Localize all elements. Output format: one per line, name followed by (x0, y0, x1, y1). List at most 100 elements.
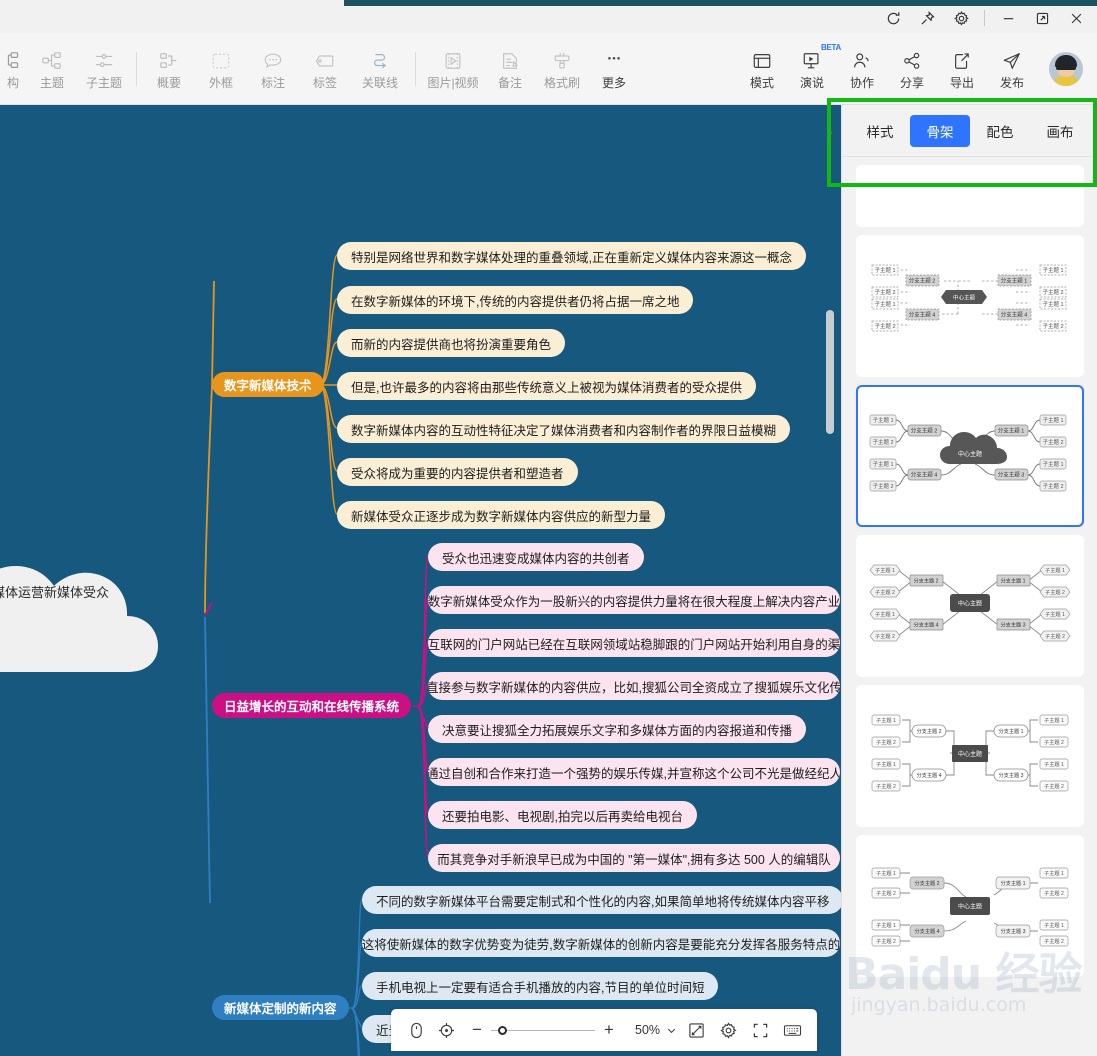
ribbon-item-mode[interactable]: 模式 (737, 33, 787, 105)
svg-text:分支主题 4: 分支主题 4 (914, 927, 939, 935)
branch-node-1[interactable]: 数字新媒体技术 (212, 372, 324, 397)
canvas-scrollbar-track[interactable] (826, 105, 837, 1056)
leaf-node[interactable]: 但是,也许最多的内容将由那些传统意义上被视为媒体消费者的受众提供 (337, 372, 756, 400)
leaf-node[interactable]: 新媒体受众正逐步成为数字新媒体内容供应的新型力量 (337, 501, 666, 529)
mindmap-canvas[interactable]: 新媒体运营新媒体受众 数字新媒体技术 日益增长的互动和在线传播系统 新媒体定制的… (0, 105, 841, 1056)
center-view-button[interactable] (431, 1015, 461, 1045)
ribbon-item-more[interactable]: 更多 (588, 33, 640, 105)
svg-text:子主题 1: 子主题 1 (1044, 869, 1064, 877)
leaf-node[interactable]: 在数字新媒体的环境下,传统的内容提供者仍将占据一席之地 (337, 286, 694, 314)
leaf-node[interactable]: 这将使新媒体的数字优势变为徒劳,数字新媒体的创新内容是要能充分发挥各服务特点的 (362, 929, 840, 957)
leaf-node[interactable]: 还要拍电影、电视剧,拍完以后再卖给电视台 (428, 801, 697, 829)
svg-text:子主题 2: 子主题 2 (875, 588, 895, 596)
canvas-settings-button[interactable] (713, 1015, 743, 1045)
ribbon-item-subtopic[interactable]: 子主题 (78, 33, 130, 105)
tab-style[interactable]: 样式 (866, 124, 894, 140)
restore-button[interactable] (1025, 3, 1059, 33)
ribbon-item-image-video[interactable]: 图片|视频 (422, 33, 484, 105)
skeleton-list[interactable]: 子主题 1 子主题 2 子主题 1 子主题 2 分支主题 2 分支主题 4 中心… (842, 157, 1097, 1056)
ribbon-item-boundary[interactable]: 外框 (195, 33, 247, 105)
leaf-node[interactable]: 受众将成为重要的内容提供者和塑造者 (337, 458, 578, 486)
leaf-node[interactable]: 而其竞争对手新浪早已成为中国的 "第一媒体",拥有多达 500 人的编辑队 (428, 844, 840, 872)
svg-text:分支主题 2: 分支主题 2 (916, 727, 941, 735)
ribbon-item-topic[interactable]: 主题 (26, 33, 78, 105)
ribbon-item-presentation[interactable]: BETA 演说 (787, 33, 841, 105)
zoom-slider-knob[interactable] (498, 1025, 507, 1035)
settings-button[interactable] (944, 3, 978, 33)
ribbon-item-label: 备注 (497, 75, 522, 90)
skeleton-thumbnail-0[interactable] (856, 165, 1084, 227)
ribbon-item-share[interactable]: 分享 (887, 33, 937, 105)
leaf-node[interactable]: 直接参与数字新媒体的内容供应，比如,搜狐公司全资成立了搜狐娱乐文化传 (428, 672, 840, 700)
zoom-level-dropdown[interactable]: 50% (635, 1023, 677, 1037)
leaf-node[interactable]: 特别是网络世界和数字媒体处理的重叠领域,正在重新定义媒体内容来源这一概念 (337, 242, 806, 270)
shortcuts-button[interactable] (777, 1015, 807, 1045)
subtopic-icon (93, 50, 115, 72)
zoom-slider-rail[interactable] (491, 1025, 595, 1035)
zoom-slider[interactable]: − + (465, 1017, 621, 1043)
mouse-mode-button[interactable] (401, 1015, 431, 1045)
ribbon-item-tag[interactable]: 标签 (299, 33, 351, 105)
ribbon-item-note[interactable]: 备注 (484, 33, 536, 105)
root-node[interactable]: 新媒体运营新媒体受众 (0, 520, 190, 705)
ribbon-item-summary[interactable]: 概要 (143, 33, 195, 105)
fullscreen-button[interactable] (745, 1015, 775, 1045)
close-button[interactable] (1059, 3, 1093, 33)
svg-text:子主题 1: 子主题 1 (1044, 716, 1064, 724)
svg-text:子主题 1: 子主题 1 (875, 610, 895, 618)
leaf-node-label: 新媒体受众正逐步成为数字新媒体内容供应的新型力量 (351, 509, 652, 524)
leaf-node[interactable]: 受众也迅速变成媒体内容的共创者 (428, 543, 644, 571)
leaf-node[interactable]: 数字新媒体内容的互动性特征决定了媒体消费者和内容制作者的界限日益模糊 (337, 415, 791, 443)
ribbon-item-relation-line[interactable]: 关联线 (351, 33, 409, 105)
skeleton-preview: 子主题 1 子主题 2 子主题 1 子主题 2 分支主题 2 分支主题 4 中心… (869, 564, 1071, 642)
skeleton-thumbnail-3[interactable]: 子主题 1 子主题 2 子主题 1 子主题 2 分支主题 2 分支主题 4 中心… (856, 535, 1084, 677)
ribbon-item-structure[interactable]: 构 (0, 33, 26, 105)
leaf-node[interactable]: 通过自创和合作来打造一个强势的娱乐传媒,并宣称这个公司不光是做经纪人 (428, 758, 840, 786)
ribbon-item-collaborate[interactable]: 协作 (837, 33, 887, 105)
leaf-node[interactable]: 而新的内容提供商也将扮演重要角色 (337, 329, 566, 357)
leaf-node[interactable]: 数字新媒体受众作为一股新兴的内容提供力量将在很大程度上解决内容产业 (428, 586, 840, 614)
svg-text:子主题 2: 子主题 2 (1042, 438, 1063, 446)
skeleton-thumbnail-5[interactable]: 子主题 1 子主题 2 子主题 1 子主题 2 分支主题 2 分支主题 4 中心… (856, 835, 1084, 977)
svg-text:分支主题 4: 分支主题 4 (913, 621, 938, 629)
minimize-button[interactable] (991, 3, 1025, 33)
leaf-node[interactable]: 决意要让搜狐全力拓展娱乐文字和多媒体方面的内容报道和传播 (428, 715, 807, 743)
leaf-node[interactable]: 手机电视上一定要有适合手机播放的内容,节目的单位时间短 (362, 972, 719, 1000)
ribbon-item-format-brush[interactable]: 格式刷 (536, 33, 588, 105)
svg-text:子主题 1: 子主题 1 (874, 266, 895, 274)
ribbon-item-callout[interactable]: 标注 (247, 33, 299, 105)
panel-collapse-button[interactable] (822, 120, 836, 146)
publish-icon (1001, 50, 1023, 72)
zoom-out-button[interactable]: − (472, 1020, 482, 1039)
tab-color[interactable]: 配色 (986, 124, 1014, 140)
user-avatar[interactable] (1049, 52, 1083, 86)
refresh-button[interactable] (876, 3, 910, 33)
ribbon-item-publish[interactable]: 发布 (987, 33, 1037, 105)
zoom-in-button[interactable]: + (604, 1020, 614, 1039)
skeleton-thumbnail-1[interactable]: 子主题 1 子主题 2 子主题 1 子主题 2 分支主题 2 分支主题 4 中心… (856, 235, 1084, 377)
ribbon-item-export[interactable]: 导出 (937, 33, 987, 105)
branch-node-2[interactable]: 日益增长的互动和在线传播系统 (212, 693, 412, 718)
skeleton-thumbnail-4[interactable]: 子主题 1 子主题 2 子主题 1 子主题 2 分支主题 2 分支主题 4 中心… (856, 685, 1084, 827)
leaf-node[interactable]: 不同的数字新媒体平台需要定制式和个性化的内容,如果简单地将传统媒体内容平移 (362, 886, 841, 914)
branch-node-3[interactable]: 新媒体定制的新内容 (212, 995, 349, 1020)
avatar-hair (1055, 55, 1077, 68)
tab-skeleton[interactable]: 骨架 (910, 114, 970, 147)
svg-text:子主题 1: 子主题 1 (1045, 566, 1065, 574)
leaf-node[interactable]: 互联网的门户网站已经在互联网领域站稳脚跟的门户网站开始利用自身的渠 (428, 629, 840, 657)
branch-node-label: 新媒体定制的新内容 (224, 1002, 337, 1016)
right-side-panel: 样式 骨架 配色 画布 子主题 1 子主题 2 子主题 1 (841, 105, 1097, 1056)
ribbon-item-label: 标注 (260, 75, 285, 90)
canvas-scrollbar-thumb[interactable] (826, 310, 834, 434)
tab-canvas[interactable]: 画布 (1046, 124, 1074, 140)
svg-text:子主题 1: 子主题 1 (1044, 760, 1064, 768)
ribbon-item-label: 协作 (849, 75, 874, 90)
leaf-node-label: 但是,也许最多的内容将由那些传统意义上被视为媒体消费者的受众提供 (351, 380, 742, 395)
ribbon-toolbar: 构 主题 子主题 (0, 33, 1097, 105)
pin-button[interactable] (910, 3, 944, 33)
fit-screen-button[interactable] (681, 1015, 711, 1045)
skeleton-thumbnail-2[interactable]: 子主题 1 子主题 2 子主题 1 子主题 2 分支主题 2 分支主题 4 中心… (856, 385, 1084, 527)
chevron-right-icon (826, 127, 833, 139)
ribbon-right-group: 模式 BETA 演说 协作 (737, 33, 1097, 105)
ribbon-item-label: 演说 (799, 75, 824, 90)
